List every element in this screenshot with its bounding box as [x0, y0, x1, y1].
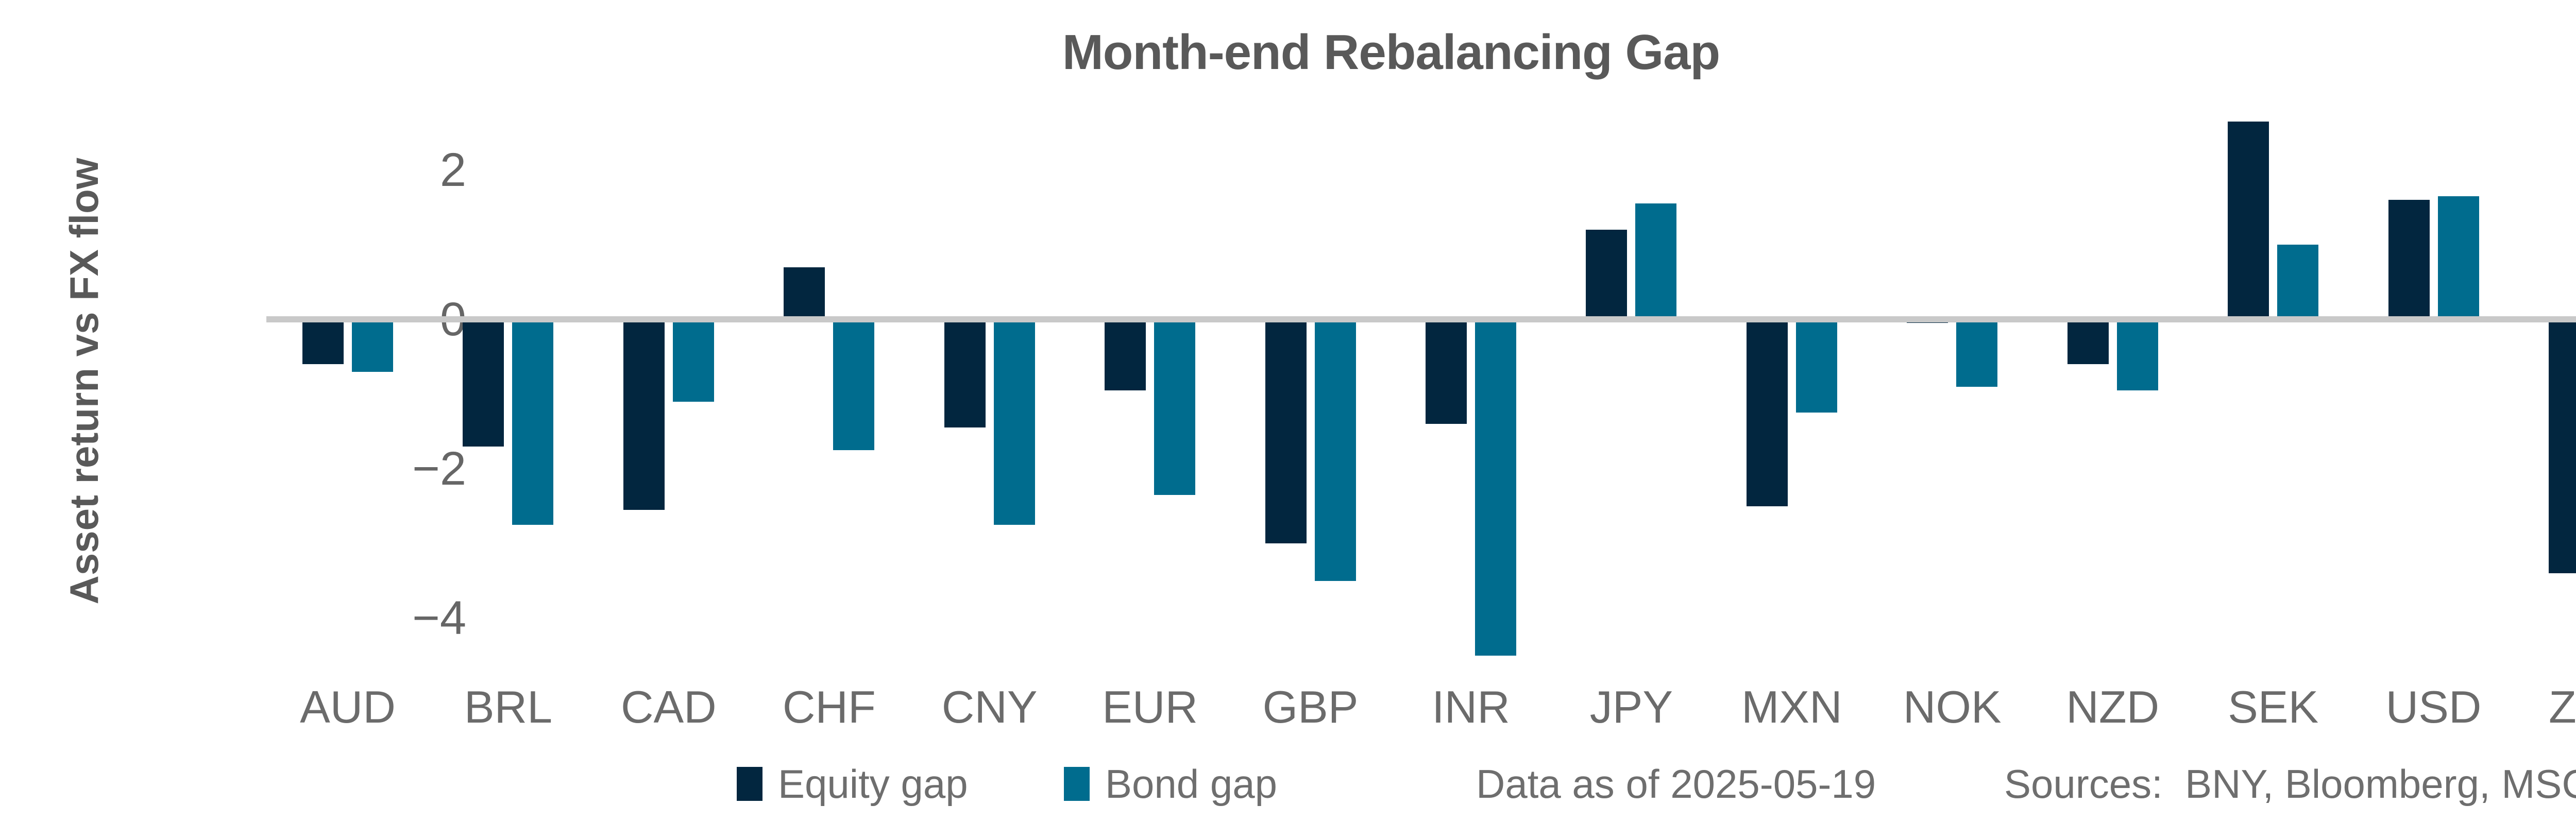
y-tick-label: −4 [412, 592, 466, 644]
bar-equity-gap-INR [1426, 319, 1467, 424]
y-axis-title: Asset return vs FX flow [61, 158, 107, 605]
bar-bond-gap-JPY [1635, 203, 1677, 319]
bar-equity-gap-MXN [1746, 319, 1788, 506]
y-tick-label: −2 [412, 442, 466, 495]
bar-bond-gap-SEK [2277, 245, 2319, 319]
x-axis-label-CNY: CNY [941, 681, 1038, 732]
x-axis-label-MXN: MXN [1741, 681, 1842, 732]
data-as-of-note: Data as of 2025-05-19 [1476, 761, 1876, 807]
legend-label-bond-gap: Bond gap [1105, 761, 1277, 807]
zero-baseline [266, 316, 2576, 322]
x-axis-label-AUD: AUD [300, 681, 396, 732]
legend-item-bond-gap: Bond gap [1064, 753, 1277, 815]
bond-gap-swatch-icon [1064, 767, 1090, 801]
sources-note: Sources: BNY, Bloomberg, MSCI [2004, 761, 2576, 807]
bar-equity-gap-SEK [2228, 121, 2269, 319]
x-axis-label-INR: INR [1432, 681, 1510, 732]
bar-bond-gap-MXN [1795, 319, 1837, 413]
x-axis-label-USD: USD [2385, 681, 2482, 732]
bar-bond-gap-NOK [1956, 319, 1998, 387]
bar-equity-gap-CHF [784, 267, 825, 319]
bar-equity-gap-USD [2388, 200, 2430, 319]
x-axis-label-JPY: JPY [1589, 681, 1673, 732]
legend-and-footer: Equity gap Bond gap Data as of 2025-05-1… [0, 753, 2576, 815]
bar-bond-gap-NZD [2116, 319, 2158, 390]
bar-bond-gap-AUD [352, 319, 393, 372]
bar-equity-gap-ZAR [2549, 319, 2576, 573]
x-axis-label-CAD: CAD [620, 681, 717, 732]
bar-bond-gap-EUR [1154, 319, 1196, 495]
y-tick-label: 2 [439, 144, 466, 196]
x-axis-label-GBP: GBP [1262, 681, 1359, 732]
bar-equity-gap-CAD [623, 319, 665, 510]
bar-bond-gap-INR [1475, 319, 1516, 656]
bar-bond-gap-USD [2437, 196, 2479, 319]
bar-bond-gap-CHF [833, 319, 875, 450]
bar-equity-gap-GBP [1265, 319, 1307, 543]
bar-bond-gap-GBP [1314, 319, 1356, 581]
chart-title: Month-end Rebalancing Gap [1062, 25, 1720, 80]
x-axis-label-SEK: SEK [2228, 681, 2319, 732]
x-axis-label-NOK: NOK [1903, 681, 2002, 732]
bar-bond-gap-BRL [512, 319, 554, 525]
x-axis-label-ZAR: ZAR [2549, 681, 2576, 732]
x-axis-label-EUR: EUR [1102, 681, 1198, 732]
legend-item-equity-gap: Equity gap [737, 753, 968, 815]
bar-equity-gap-AUD [302, 319, 344, 364]
x-axis-label-NZD: NZD [2066, 681, 2160, 732]
bar-bond-gap-CNY [993, 319, 1035, 525]
bar-equity-gap-BRL [463, 319, 504, 447]
equity-gap-swatch-icon [737, 767, 762, 801]
bar-equity-gap-EUR [1105, 319, 1146, 390]
bar-equity-gap-CNY [944, 319, 986, 428]
bar-bond-gap-CAD [672, 319, 714, 402]
bar-equity-gap-NZD [2067, 319, 2109, 364]
x-axis-label-BRL: BRL [464, 681, 553, 732]
bar-equity-gap-JPY [1586, 230, 1628, 319]
x-axis-label-CHF: CHF [782, 681, 876, 732]
legend-label-equity-gap: Equity gap [778, 761, 968, 807]
